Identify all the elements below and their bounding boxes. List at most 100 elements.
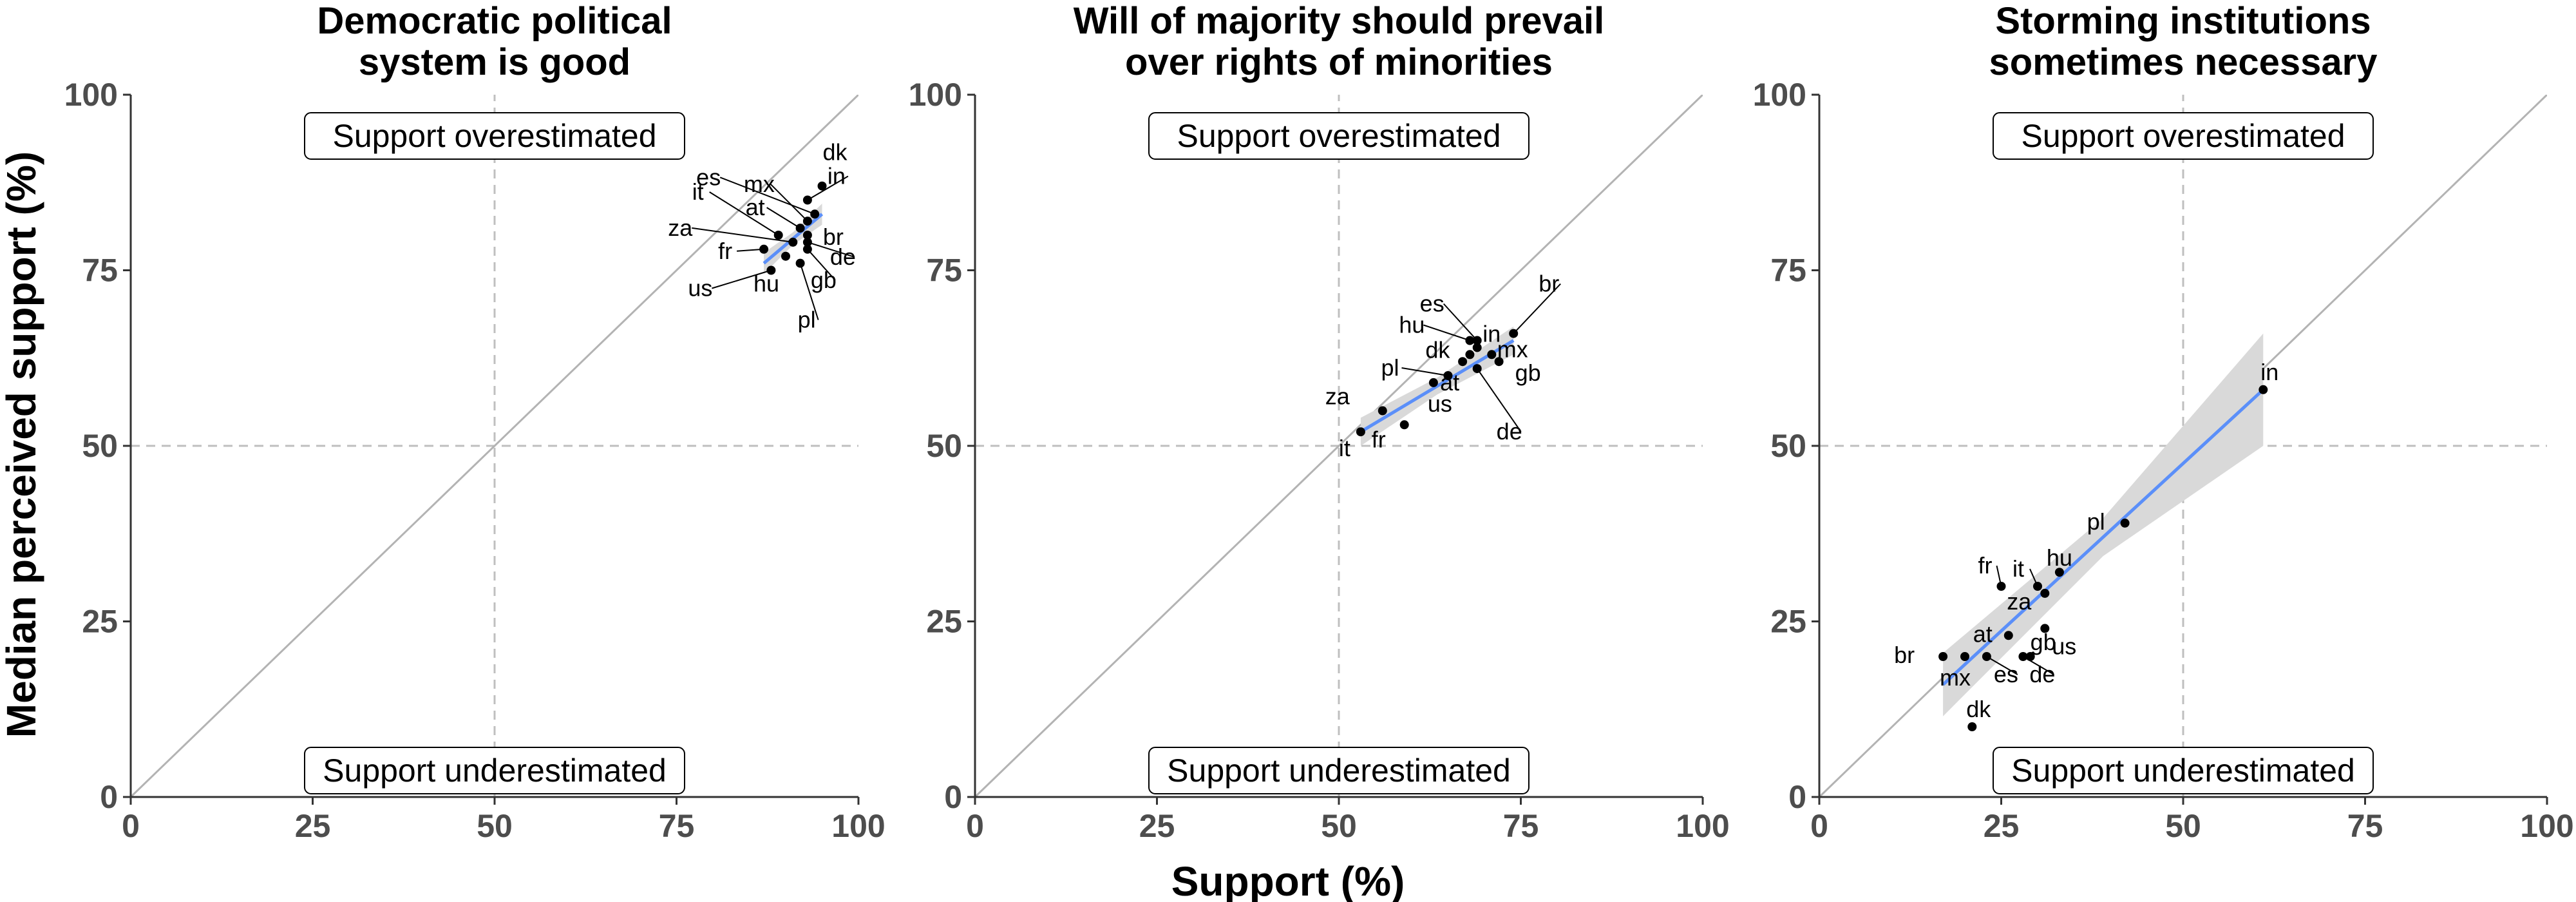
x-tick-label-50: 50: [2165, 808, 2201, 844]
identity-line: [975, 95, 1703, 797]
panel-title-line-1: Storming institutions: [1995, 0, 2371, 42]
x-tick-label-100: 100: [831, 808, 885, 844]
y-tick-label-0: 0: [1788, 779, 1806, 815]
data-point-it: [1356, 427, 1365, 437]
leader-line-hu: [1423, 324, 1470, 341]
annotation-under-text: Support underestimated: [1167, 753, 1511, 789]
point-label-pl: pl: [798, 307, 816, 333]
annotation-over: Support overestimated: [304, 112, 685, 160]
point-label-dk: dk: [1425, 336, 1450, 363]
annotation-under-text: Support underestimated: [323, 753, 667, 789]
annotation-under: Support underestimated: [304, 747, 685, 794]
point-label-fr: fr: [1372, 426, 1386, 452]
data-point-dk: [1465, 350, 1475, 360]
panel-title-line-2: system is good: [359, 41, 630, 83]
point-label-de: de: [2029, 661, 2055, 687]
data-point-es: [1982, 652, 1991, 661]
point-label-es: es: [1420, 291, 1444, 317]
point-label-es: es: [1994, 661, 2018, 687]
data-point-us: [766, 265, 776, 275]
x-tick-label-100: 100: [1676, 808, 1729, 844]
y-tick-label-25: 25: [82, 604, 118, 640]
data-point-in: [2259, 385, 2268, 394]
data-point-at: [795, 224, 805, 233]
leader-line-gb: [807, 249, 836, 281]
confidence-ribbon: [1943, 333, 2264, 716]
x-tick-label-0: 0: [122, 808, 140, 844]
panels: Support overestimated Support underestima…: [64, 0, 2574, 844]
point-label-hu: hu: [1399, 312, 1425, 338]
data-point-de: [2018, 652, 2028, 661]
annotation-under: Support underestimated: [1993, 747, 2374, 794]
point-label-gb: gb: [2031, 629, 2056, 655]
data-point-at: [2003, 631, 2013, 640]
annotation-over-text: Support overestimated: [2021, 118, 2345, 154]
point-label-dk: dk: [1966, 696, 1991, 722]
leader-line-mx: [770, 184, 808, 222]
data-point-de: [1472, 364, 1482, 374]
data-point-it: [2033, 582, 2042, 591]
data-point-de: [802, 237, 812, 247]
data-point-br: [1509, 329, 1519, 338]
point-label-us: us: [688, 275, 712, 302]
point-label-mx: mx: [744, 171, 775, 197]
x-axis-title: Support (%): [1171, 858, 1405, 902]
leader-line-in: [807, 175, 849, 201]
data-point-dk: [1967, 722, 1977, 731]
panel-title-line-2: sometimes necessary: [1989, 41, 2378, 83]
panel-title-line-2: over rights of minorities: [1125, 41, 1553, 83]
point-label-gb: gb: [811, 267, 837, 293]
leader-line-za: [692, 227, 793, 243]
leader-line-pl: [799, 263, 819, 320]
panel-title-line-1: Will of majority should prevail: [1074, 0, 1605, 42]
y-tick-label-0: 0: [944, 779, 962, 815]
data-point-hu: [1465, 336, 1475, 345]
point-label-fr: fr: [1978, 552, 1993, 579]
x-tick-label-75: 75: [659, 808, 695, 844]
annotation-under-box: [1993, 747, 2374, 794]
data-point-gb: [802, 244, 812, 254]
annotation-over-box: [1148, 112, 1530, 160]
point-label-de: de: [830, 244, 856, 270]
data-point-fr: [1399, 420, 1409, 430]
y-tick-label-50: 50: [1770, 428, 1806, 464]
leader-line-es: [1443, 303, 1478, 341]
y-axis-title: Median perceived support (%): [0, 151, 44, 738]
leader-line-es: [1986, 656, 2018, 675]
annotation-over: Support overestimated: [1993, 112, 2374, 160]
x-tick-label-0: 0: [966, 808, 984, 844]
data-point-it: [773, 231, 783, 240]
leader-line-es: [719, 177, 815, 215]
y-tick-label-50: 50: [82, 428, 118, 464]
annotation-under: Support underestimated: [1148, 747, 1530, 794]
point-label-in: in: [2260, 359, 2278, 385]
point-label-it: it: [692, 178, 704, 205]
leader-line-us: [712, 269, 772, 289]
leader-line-br: [1513, 283, 1561, 334]
point-label-mx: mx: [1497, 336, 1528, 362]
point-label-hu: hu: [2047, 544, 2072, 571]
leader-line-de: [2022, 656, 2054, 675]
panel-2: Support overestimated Support underestima…: [909, 0, 1730, 844]
data-point-za: [788, 237, 798, 247]
x-tick-label-75: 75: [2347, 808, 2383, 844]
data-point-hu: [781, 251, 790, 261]
plot-area: [1819, 95, 2547, 797]
data-point-us: [2040, 624, 2050, 633]
point-label-br: br: [1539, 271, 1559, 297]
point-label-es: es: [696, 164, 721, 190]
annotation-under-text: Support underestimated: [2011, 753, 2355, 789]
x-tick-label-100: 100: [2520, 808, 2573, 844]
data-point-br: [1938, 652, 1948, 661]
x-tick-label-50: 50: [477, 808, 513, 844]
data-point-us: [1428, 378, 1438, 387]
point-label-br: br: [1894, 642, 1915, 668]
y-tick-label-75: 75: [1770, 253, 1806, 289]
fit-line: [1942, 388, 2264, 686]
point-label-in: in: [1482, 320, 1501, 347]
point-label-mx: mx: [1940, 664, 1971, 691]
x-tick-label-50: 50: [1321, 808, 1357, 844]
y-tick-label-50: 50: [926, 428, 962, 464]
annotation-over-box: [1993, 112, 2374, 160]
